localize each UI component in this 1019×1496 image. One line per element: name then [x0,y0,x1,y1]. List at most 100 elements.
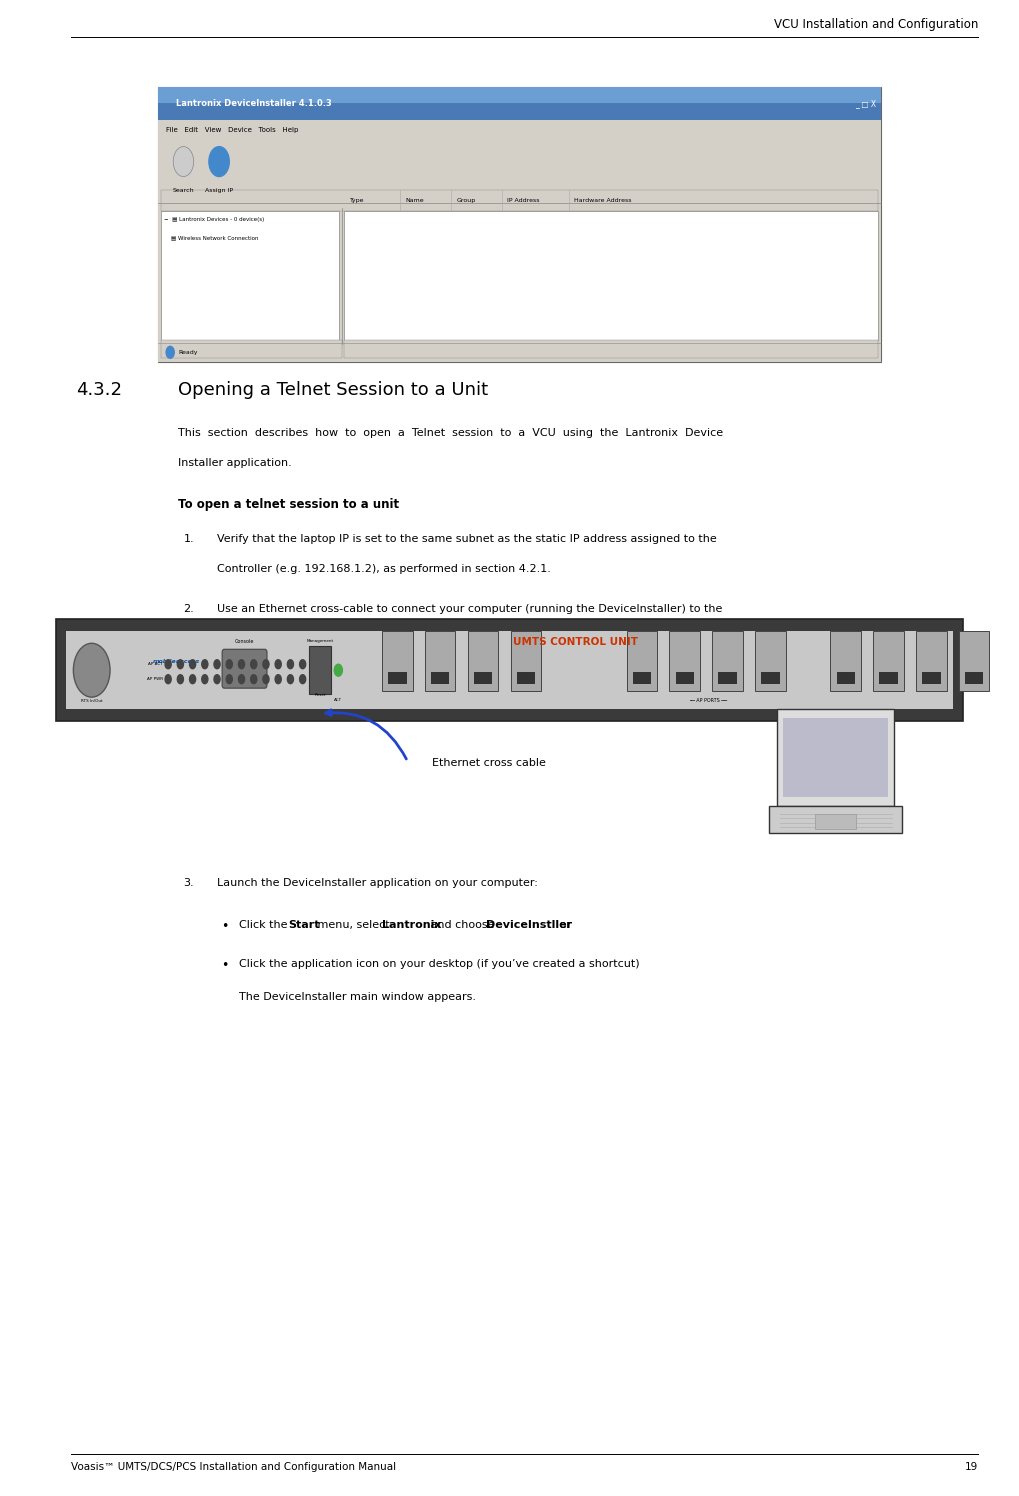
Bar [388,672,407,684]
Bar [916,631,947,691]
Circle shape [190,660,196,669]
Text: AP ACT: AP ACT [149,663,163,666]
Bar [965,672,983,684]
Text: 2.: 2. [183,604,195,615]
FancyArrowPatch shape [326,709,407,758]
Bar [517,672,535,684]
Text: _ □ X: _ □ X [855,99,876,108]
Bar [158,87,881,103]
Bar [676,672,694,684]
FancyBboxPatch shape [222,649,267,688]
Bar [309,646,331,694]
Text: This  section  describes  how  to  open  a  Telnet  session  to  a  VCU  using  : This section describes how to open a Tel… [178,428,723,438]
Text: mobileaccess: mobileaccess [153,658,200,664]
Text: Start: Start [288,920,320,931]
Bar [959,631,989,691]
Bar [783,718,888,797]
Circle shape [165,675,171,684]
Circle shape [202,660,208,669]
Text: Installer application.: Installer application. [178,458,292,468]
Circle shape [251,660,257,669]
Text: Verify that the laptop IP is set to the same subnet as the static IP address ass: Verify that the laptop IP is set to the … [217,534,716,545]
Text: or: or [555,920,571,931]
Text: VCU Installation and Configuration: VCU Installation and Configuration [773,18,978,31]
Bar [344,340,878,358]
Bar [511,631,541,691]
Circle shape [214,675,220,684]
Circle shape [177,660,183,669]
Text: Type: Type [350,197,364,203]
Bar [158,120,881,141]
Bar [761,672,780,684]
Circle shape [275,675,281,684]
Bar [922,672,941,684]
Text: Click the application icon on your desktop (if you’ve created a shortcut): Click the application icon on your deskt… [239,959,640,969]
Bar [718,672,737,684]
Bar [344,211,878,340]
Text: UMTS CONTROL UNIT: UMTS CONTROL UNIT [514,637,638,648]
Text: ACT: ACT [334,697,342,702]
Bar [712,631,743,691]
Bar [158,343,881,362]
Circle shape [177,675,183,684]
Text: Management: Management [307,639,333,643]
Bar [56,619,963,721]
Bar [627,631,657,691]
Bar [425,631,455,691]
Text: Name: Name [406,197,424,203]
Circle shape [190,675,196,684]
Text: Controller (e.g. 192.168.1.2), as performed in section 4.2.1.: Controller (e.g. 192.168.1.2), as perfor… [217,564,551,574]
Circle shape [263,675,269,684]
Circle shape [73,643,110,697]
Bar [755,631,786,691]
Bar [468,631,498,691]
Text: Lantronix DeviceInstaller 4.1.0.3: Lantronix DeviceInstaller 4.1.0.3 [176,99,332,108]
Circle shape [209,147,229,177]
Text: IP Address: IP Address [507,197,540,203]
Text: Ethernet cross cable: Ethernet cross cable [432,758,546,769]
Circle shape [251,675,257,684]
Bar [382,631,413,691]
Bar [431,672,449,684]
Text: Launch the DeviceInstaller application on your computer:: Launch the DeviceInstaller application o… [217,878,538,889]
Text: and choose: and choose [427,920,498,931]
Text: Lantronix: Lantronix [382,920,442,931]
Text: 4.3.2: 4.3.2 [76,381,122,399]
Bar [769,806,902,833]
Text: Reset: Reset [314,693,326,697]
Text: Opening a Telnet Session to a Unit: Opening a Telnet Session to a Unit [178,381,488,399]
Bar [158,203,881,362]
Text: Voasis™ UMTS/DCS/PCS Installation and Configuration Manual: Voasis™ UMTS/DCS/PCS Installation and Co… [71,1462,396,1472]
Circle shape [300,660,306,669]
Bar [161,340,342,358]
Text: 3.: 3. [183,878,194,889]
Circle shape [287,660,293,669]
Text: To open a telnet session to a unit: To open a telnet session to a unit [178,498,399,512]
Text: RTS In/Out: RTS In/Out [81,699,103,703]
Text: Search: Search [172,188,195,193]
Circle shape [238,675,245,684]
Text: File   Edit   View   Device   Tools   Help: File Edit View Device Tools Help [166,127,299,133]
Circle shape [334,664,342,676]
Text: 19: 19 [965,1462,978,1472]
Circle shape [165,660,171,669]
Bar [158,141,881,203]
Circle shape [166,347,174,358]
Text: Click the: Click the [239,920,291,931]
Circle shape [173,147,194,177]
Circle shape [202,675,208,684]
Bar [161,190,878,211]
Text: •: • [221,959,228,972]
Circle shape [263,660,269,669]
Bar [158,87,881,120]
Text: Use an Ethernet cross-cable to connect your computer (running the DeviceInstalle: Use an Ethernet cross-cable to connect y… [217,604,722,615]
Text: AP PWR: AP PWR [147,678,163,681]
Bar [873,631,904,691]
Bar [669,631,700,691]
Text: 1.: 1. [183,534,194,545]
Text: Hardware Address: Hardware Address [574,197,631,203]
Circle shape [275,660,281,669]
Text: Ready: Ready [178,350,198,355]
Bar [66,631,953,709]
Bar [776,709,894,806]
